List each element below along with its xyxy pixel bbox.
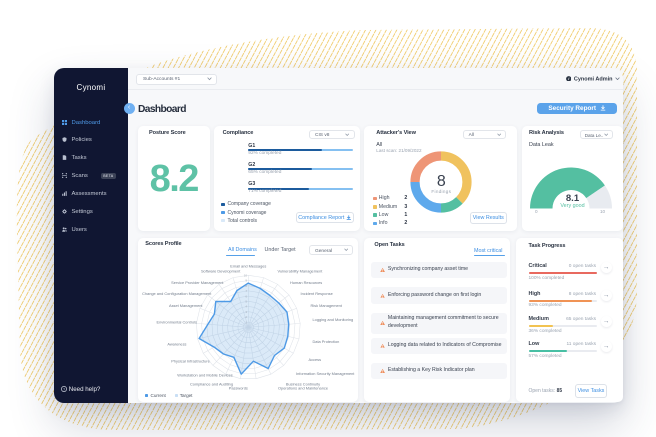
svg-text:Data Protection: Data Protection	[313, 339, 340, 344]
svg-text:7: 7	[245, 289, 247, 293]
svg-text:Business Continuity: Business Continuity	[286, 382, 320, 387]
svg-text:4: 4	[245, 305, 247, 309]
svg-text:Change and Configuration Manag: Change and Configuration Management	[142, 291, 212, 296]
svg-text:10: 10	[244, 274, 248, 278]
svg-text:3: 3	[245, 310, 247, 314]
svg-text:Passwords: Passwords	[229, 386, 248, 391]
svg-text:Asset Management: Asset Management	[169, 303, 203, 308]
svg-text:6: 6	[245, 294, 247, 298]
svg-text:Information Security Managemen: Information Security Management	[296, 371, 355, 376]
svg-text:Human Resources: Human Resources	[290, 280, 322, 285]
svg-text:1: 1	[245, 320, 247, 324]
svg-text:i: i	[568, 77, 570, 81]
svg-text:Software Development: Software Development	[201, 269, 241, 274]
svg-text:8: 8	[245, 284, 247, 288]
svg-text:Access: Access	[309, 357, 322, 362]
svg-text:5: 5	[245, 300, 247, 304]
svg-text:Workstation and Mobile Devices: Workstation and Mobile Devices	[177, 373, 233, 378]
svg-text:Email and Messages: Email and Messages	[230, 264, 266, 269]
svg-text:Service Provider Management: Service Provider Management	[171, 280, 224, 285]
svg-text:Compliance and Auditing: Compliance and Auditing	[190, 382, 233, 387]
svg-text:9: 9	[245, 279, 247, 283]
svg-text:Environmental Controls: Environmental Controls	[157, 320, 197, 325]
svg-text:2: 2	[245, 315, 247, 319]
svg-text:Physical Infrastructure: Physical Infrastructure	[171, 359, 210, 364]
svg-text:Incident Response: Incident Response	[301, 291, 333, 296]
svg-text:Risk Management: Risk Management	[311, 303, 343, 308]
svg-text:Awareness: Awareness	[167, 342, 186, 347]
svg-text:Logging and Monitoring: Logging and Monitoring	[313, 317, 354, 322]
svg-text:?: ?	[63, 387, 65, 391]
svg-text:Vulnerability Management: Vulnerability Management	[278, 269, 324, 274]
svg-text:Operations and Maintenance: Operations and Maintenance	[278, 386, 328, 391]
